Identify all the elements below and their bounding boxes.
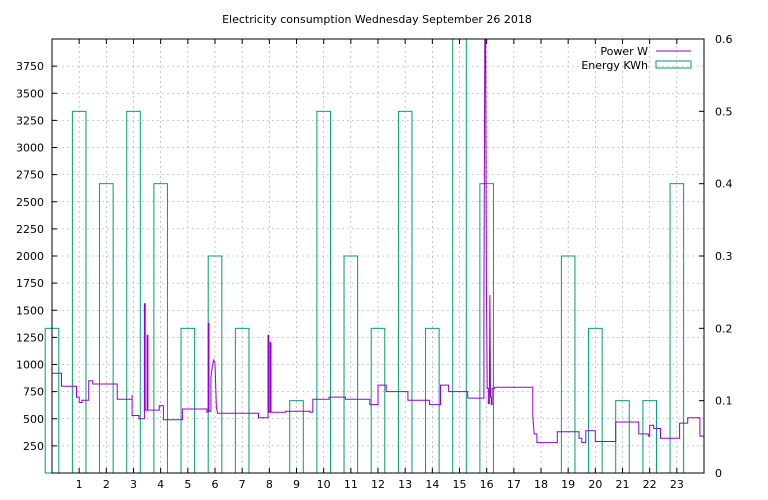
y-tick-label: 2750 [16,169,44,182]
x-tick-label: 4 [157,478,164,491]
y-tick-label: 750 [23,386,44,399]
y-tick-label: 3250 [16,114,44,127]
y2-tick-label: 0 [715,467,722,480]
x-tick-label: 7 [239,478,246,491]
y2-tick-label: 0.3 [715,250,733,263]
chart-title: Electricity consumption Wednesday Septem… [222,13,532,26]
y-tick-label: 2500 [16,196,44,209]
legend-label-energy: Energy KWh [581,59,648,72]
legend: Power W Energy KWh [581,45,692,72]
y-tick-label: 3750 [16,60,44,73]
y-tick-label: 500 [23,413,44,426]
x-tick-label: 3 [130,478,137,491]
y2-tick-label: 0.5 [715,105,733,118]
x-tick-label: 18 [534,478,548,491]
x-tick-label: 17 [507,478,521,491]
y-tick-label: 1000 [16,359,44,372]
y2-tick-label: 0.2 [715,322,733,335]
x-tick-label: 10 [317,478,331,491]
x-tick-label: 11 [344,478,358,491]
y-tick-label: 1750 [16,277,44,290]
energy-bar [343,255,359,474]
x-tick-label: 16 [480,478,494,491]
x-tick-label: 6 [212,478,219,491]
y-axis-left: 250 500 750 1000 1250 1500 1750 2000 2250 2500 275… [16,60,57,453]
x-tick-label: 15 [453,478,467,491]
x-tick-label: 19 [561,478,575,491]
x-tick-label: 13 [398,478,412,491]
y-axis-right: 0 0.1 0.2 0.3 0.4 0.5 0.6 [699,33,733,480]
y-tick-label: 2250 [16,223,44,236]
x-tick-label: 21 [616,478,630,491]
x-tick-label: 14 [425,478,439,491]
y-tick-label: 250 [23,440,44,453]
power-line [52,38,704,444]
x-tick-label: 23 [670,478,684,491]
power-series-line [52,38,704,444]
x-tick-label: 20 [588,478,602,491]
y-tick-label: 1250 [16,331,44,344]
x-tick-label: 12 [371,478,385,491]
legend-swatch-energy [655,60,692,69]
y-tick-label: 3500 [16,87,44,100]
y-tick-label: 1500 [16,304,44,317]
x-axis: 1 2 3 4 5 6 7 8 9 10 11 12 13 14 15 16 17 18 19 20 21 22 23 [76,39,684,491]
legend-label-power: Power W [600,45,648,58]
y2-tick-label: 0.1 [715,395,733,408]
x-tick-label: 2 [103,478,110,491]
x-tick-label: 5 [184,478,191,491]
y2-tick-label: 0.6 [715,33,733,46]
y2-tick-label: 0.4 [715,178,733,191]
y-tick-label: 3000 [16,142,44,155]
x-tick-label: 9 [293,478,300,491]
y-tick-label: 2000 [16,250,44,263]
x-tick-label: 22 [643,478,657,491]
x-tick-label: 8 [266,478,273,491]
grid [52,39,704,473]
x-tick-label: 1 [76,478,83,491]
